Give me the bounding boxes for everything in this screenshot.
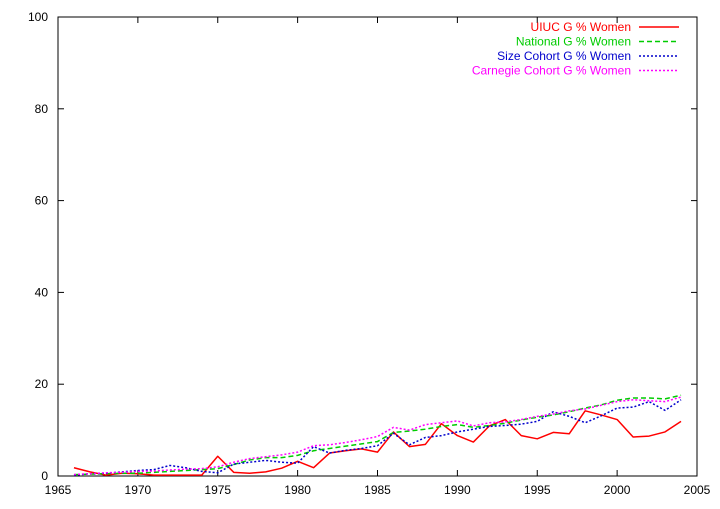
y-tick-label: 40 <box>35 285 49 299</box>
x-tick-label: 1985 <box>364 483 391 497</box>
axes: 1965 1970 1975 1980 1985 1990 1995 2000 2005 0 20 4… <box>28 10 711 497</box>
x-tick-label: 1980 <box>284 483 311 497</box>
x-tick-label: 1995 <box>524 483 551 497</box>
y-tick-label: 100 <box>28 10 48 24</box>
y-tick-label: 80 <box>35 102 49 116</box>
x-tick-label: 1975 <box>204 483 231 497</box>
plot-frame <box>57 16 698 477</box>
x-tick-label: 2005 <box>684 483 711 497</box>
legend-label: Size Cohort G % Women <box>497 49 631 63</box>
x-tick-label: 1990 <box>444 483 471 497</box>
x-tick-label: 1970 <box>125 483 152 497</box>
series-line-3 <box>73 399 682 476</box>
series-lines <box>73 394 682 476</box>
legend-label: Carnegie Cohort G % Women <box>472 64 631 78</box>
series-line-4 <box>73 396 682 476</box>
y-tick-label: 0 <box>41 469 48 483</box>
series-line-2 <box>73 394 682 476</box>
legend-label: UIUC G % Women <box>531 20 631 34</box>
legend-label: National G % Women <box>516 35 631 49</box>
series-line-1 <box>73 410 682 476</box>
x-tick-label: 2000 <box>604 483 631 497</box>
y-tick-label: 20 <box>35 377 49 391</box>
x-tick-label: 1965 <box>45 483 72 497</box>
y-tick-label: 60 <box>35 194 49 208</box>
